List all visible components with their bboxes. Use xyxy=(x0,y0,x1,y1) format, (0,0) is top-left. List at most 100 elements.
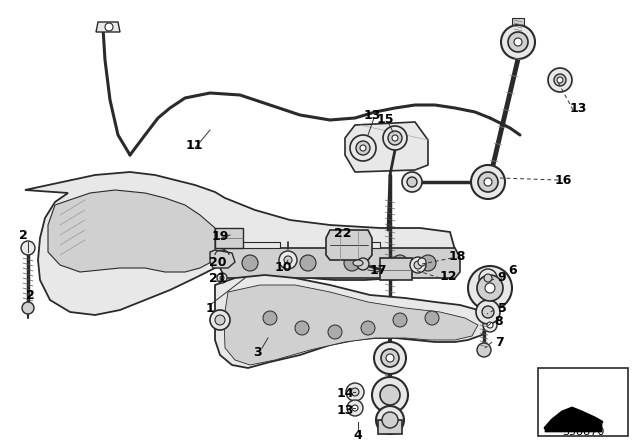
Polygon shape xyxy=(220,248,460,278)
Circle shape xyxy=(479,269,497,287)
Circle shape xyxy=(393,313,407,327)
Circle shape xyxy=(279,251,297,269)
Circle shape xyxy=(476,300,500,324)
Polygon shape xyxy=(48,190,215,272)
Text: 17: 17 xyxy=(369,263,387,276)
Circle shape xyxy=(477,275,503,301)
Circle shape xyxy=(501,25,535,59)
Circle shape xyxy=(484,274,492,282)
Text: 6: 6 xyxy=(509,263,517,276)
Ellipse shape xyxy=(353,260,363,266)
Polygon shape xyxy=(345,122,428,172)
Circle shape xyxy=(356,141,370,155)
Circle shape xyxy=(21,241,35,255)
Text: 7: 7 xyxy=(495,336,504,349)
Text: 9: 9 xyxy=(498,271,506,284)
Circle shape xyxy=(410,257,426,273)
Circle shape xyxy=(220,276,224,280)
Circle shape xyxy=(263,311,277,325)
Circle shape xyxy=(374,342,406,374)
Text: 13: 13 xyxy=(364,108,381,121)
Circle shape xyxy=(392,255,408,271)
Circle shape xyxy=(418,258,426,266)
Circle shape xyxy=(485,283,495,293)
Circle shape xyxy=(372,377,408,413)
Circle shape xyxy=(554,74,566,86)
Circle shape xyxy=(105,23,113,31)
Polygon shape xyxy=(210,250,235,268)
Circle shape xyxy=(468,266,512,310)
Text: 19: 19 xyxy=(211,229,228,242)
Circle shape xyxy=(380,385,400,405)
Circle shape xyxy=(360,145,366,151)
Text: 8: 8 xyxy=(495,314,503,327)
Polygon shape xyxy=(224,285,478,365)
Text: 11: 11 xyxy=(185,138,203,151)
Circle shape xyxy=(350,135,376,161)
Circle shape xyxy=(514,38,522,46)
Polygon shape xyxy=(326,230,372,260)
Text: 2: 2 xyxy=(26,289,35,302)
Circle shape xyxy=(386,354,394,362)
Circle shape xyxy=(402,172,422,192)
Circle shape xyxy=(357,258,369,270)
Circle shape xyxy=(217,273,227,283)
Text: 14: 14 xyxy=(336,387,354,400)
Bar xyxy=(380,258,412,280)
Text: 13: 13 xyxy=(570,102,587,115)
Circle shape xyxy=(284,256,292,264)
Polygon shape xyxy=(215,275,488,368)
Circle shape xyxy=(22,302,34,314)
Circle shape xyxy=(388,131,402,145)
Text: 15: 15 xyxy=(376,112,394,125)
Circle shape xyxy=(328,325,342,339)
Polygon shape xyxy=(25,172,455,315)
Circle shape xyxy=(478,172,498,192)
Circle shape xyxy=(487,322,493,328)
Polygon shape xyxy=(340,242,380,248)
Circle shape xyxy=(382,412,398,428)
Circle shape xyxy=(210,310,230,330)
Circle shape xyxy=(347,400,363,416)
Circle shape xyxy=(361,321,375,335)
Text: 2: 2 xyxy=(19,228,28,241)
Text: 358870: 358870 xyxy=(562,427,604,437)
Bar xyxy=(378,420,402,434)
Circle shape xyxy=(482,306,494,318)
Circle shape xyxy=(295,321,309,335)
Circle shape xyxy=(215,315,225,325)
Circle shape xyxy=(483,318,497,332)
Text: 10: 10 xyxy=(275,260,292,273)
Circle shape xyxy=(420,255,436,271)
Text: 21: 21 xyxy=(209,271,227,284)
Circle shape xyxy=(300,255,316,271)
Circle shape xyxy=(471,165,505,199)
Text: 16: 16 xyxy=(554,173,572,186)
Text: 18: 18 xyxy=(448,250,466,263)
Circle shape xyxy=(376,406,404,434)
Circle shape xyxy=(484,178,492,186)
Bar xyxy=(215,228,243,248)
Text: 5: 5 xyxy=(498,302,506,314)
Circle shape xyxy=(346,383,364,401)
Circle shape xyxy=(414,261,422,269)
Circle shape xyxy=(344,255,360,271)
Text: 12: 12 xyxy=(439,270,457,283)
Bar xyxy=(512,18,524,26)
Polygon shape xyxy=(545,408,602,432)
Circle shape xyxy=(381,349,399,367)
Circle shape xyxy=(548,68,572,92)
Polygon shape xyxy=(225,242,280,248)
Circle shape xyxy=(425,311,439,325)
Text: 22: 22 xyxy=(334,227,352,240)
Polygon shape xyxy=(96,22,120,32)
Circle shape xyxy=(508,32,528,52)
Bar xyxy=(538,368,628,436)
Circle shape xyxy=(352,405,358,411)
Text: 13: 13 xyxy=(336,404,354,417)
Circle shape xyxy=(557,77,563,83)
Text: 3: 3 xyxy=(253,345,262,358)
Text: 20: 20 xyxy=(209,255,227,268)
Circle shape xyxy=(242,255,258,271)
Text: 1: 1 xyxy=(205,302,214,314)
